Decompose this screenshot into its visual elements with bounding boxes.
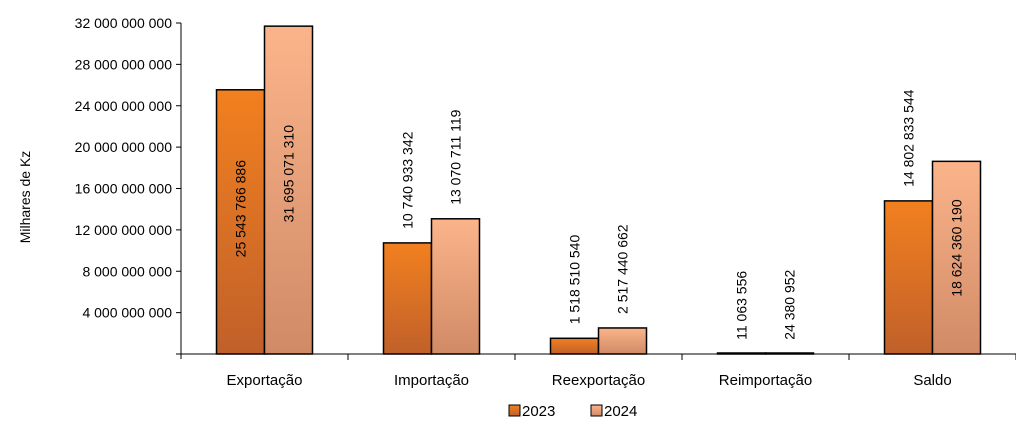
legend: 2023 2024 (508, 403, 637, 420)
x-axis (176, 353, 1016, 360)
bar-2024-reexportação (597, 327, 648, 355)
data-label: 10 740 933 342 (400, 131, 416, 229)
bars-group (215, 25, 982, 355)
bar-2023-saldo (883, 200, 934, 355)
bar-2024-exportação (263, 25, 314, 355)
data-label: 14 802 833 544 (901, 89, 917, 187)
data-labels-group: 25 543 766 886 31 695 071 310 10 740 933 3… (233, 89, 965, 340)
y-axis: 4 000 000 000 8 000 000 000 12 000 000 000… (75, 15, 182, 359)
data-label: 11 063 556 (734, 271, 750, 340)
bar-2023-importação (382, 242, 433, 355)
data-label: 13 070 711 119 (448, 109, 464, 204)
legend-swatch-2024 (590, 404, 603, 417)
y-tick-label: 32 000 000 000 (75, 15, 173, 31)
bar-2024-saldo (931, 160, 982, 355)
category-label: Reexportação (552, 372, 645, 389)
legend-label: 2024 (604, 403, 637, 420)
y-tick-label: 20 000 000 000 (75, 139, 173, 155)
category-label: Importação (394, 372, 469, 389)
y-tick-label: 16 000 000 000 (75, 181, 173, 197)
data-label: 31 695 071 310 (281, 125, 297, 223)
bar-2023-reexportação (549, 337, 600, 355)
y-tick-label: 4 000 000 000 (82, 305, 172, 321)
legend-swatch-2023 (508, 404, 521, 417)
y-tick-label: 8 000 000 000 (82, 263, 172, 279)
legend-label: 2023 (522, 403, 555, 420)
data-label: 24 380 952 (782, 269, 798, 339)
y-tick-label: 24 000 000 000 (75, 98, 173, 114)
bar-2023-reimportação (716, 352, 767, 355)
y-tick-label: 28 000 000 000 (75, 56, 173, 72)
data-label: 1 518 510 540 (567, 235, 583, 325)
category-label: Saldo (913, 372, 951, 389)
category-labels-group: Exportação Importação Reexportação Reimport… (227, 372, 952, 389)
y-axis-title: Milhares de Kz (17, 151, 33, 244)
data-label: 2 517 440 662 (615, 224, 631, 314)
category-label: Exportação (227, 372, 303, 389)
y-tick-label: 12 000 000 000 (75, 222, 173, 238)
bar-2024-importação (430, 218, 481, 355)
data-label: 25 543 766 886 (233, 160, 249, 258)
category-label: Reimportação (719, 372, 812, 389)
data-label: 18 624 360 190 (949, 199, 965, 297)
bar-2024-reimportação (764, 352, 815, 355)
